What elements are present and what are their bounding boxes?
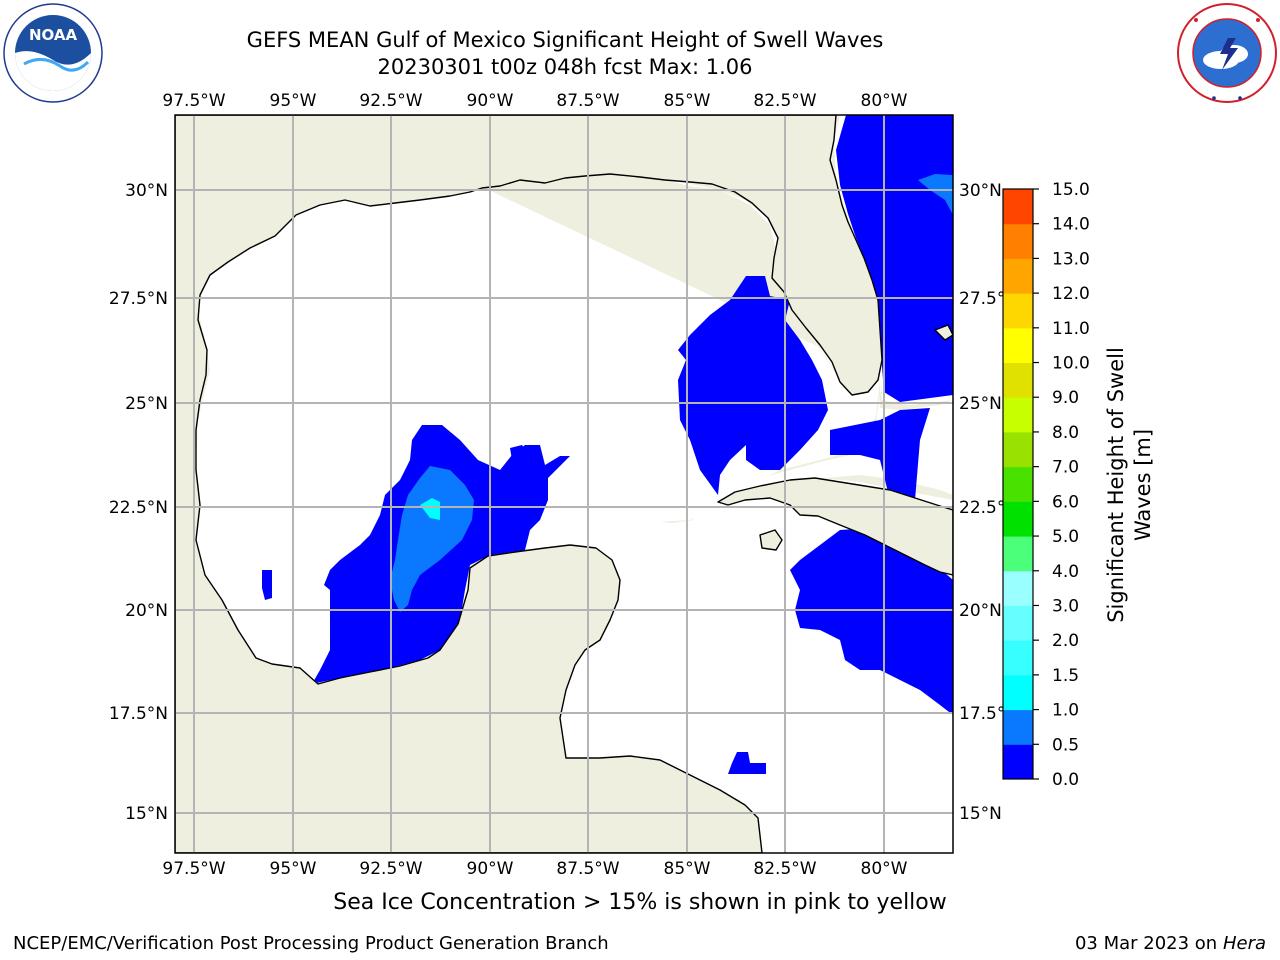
chart-subtitle: 20230301 t00z 048h fcst Max: 1.06 <box>377 55 753 79</box>
colorbar-cell <box>1003 536 1033 572</box>
nws-logo <box>1177 3 1277 103</box>
lon-label-bottom: 90°W <box>467 859 514 879</box>
lon-label-bottom: 95°W <box>270 859 317 879</box>
colorbar-cell <box>1003 501 1033 537</box>
swell-contour-0-0.5-caribbean <box>790 528 953 715</box>
lat-label-left: 17.5°N <box>109 704 168 724</box>
colorbar-cell <box>1003 223 1033 259</box>
swell-contour-1.0-1.5-campeche <box>420 498 440 520</box>
colorbar-frame <box>1002 188 1034 780</box>
swell-contour-0.5-1.0-atlantic <box>918 174 953 215</box>
colorbar-tick-label: 14.0 <box>1052 215 1090 235</box>
lat-label-right: 25°N <box>959 394 1002 414</box>
run-host: Hera <box>1222 933 1266 954</box>
colorbar-cell <box>1003 605 1033 641</box>
latitude-labels-left: 30°N 27.5°N 25°N 22.5°N 20°N 17.5°N 15°N <box>109 181 168 824</box>
lon-label-top: 97.5°W <box>162 91 225 111</box>
lon-label-bottom: 85°W <box>664 859 711 879</box>
colorbar-cell <box>1003 570 1033 606</box>
lon-label-top: 85°W <box>664 91 711 111</box>
chart-title: GEFS MEAN Gulf of Mexico Significant Hei… <box>246 28 884 52</box>
lon-label-bottom: 82.5°W <box>753 859 816 879</box>
lon-label-top: 87.5°W <box>556 91 619 111</box>
colorbar-tick-label: 5.0 <box>1052 527 1079 547</box>
lon-label-bottom: 97.5°W <box>162 859 225 879</box>
colorbar-tick-label: 4.0 <box>1052 562 1079 582</box>
lat-label-left: 25°N <box>125 394 168 414</box>
colorbar-cell <box>1003 709 1033 745</box>
lat-label-left: 30°N <box>125 181 168 201</box>
lon-label-top: 95°W <box>270 91 317 111</box>
noaa-logo-text: NOAA <box>29 26 78 44</box>
sea-ice-note: Sea Ice Concentration > 15% is shown in … <box>333 890 947 915</box>
graticule <box>175 115 953 853</box>
colorbar-cell <box>1003 189 1033 225</box>
colorbar-title-line2: Waves [m] <box>1131 429 1155 541</box>
lon-label-bottom: 87.5°W <box>556 859 619 879</box>
lon-label-top: 80°W <box>861 91 908 111</box>
lon-label-top: 82.5°W <box>753 91 816 111</box>
colorbar-tick-label: 7.0 <box>1052 458 1079 478</box>
colorbar-cell <box>1003 362 1033 398</box>
lon-label-bottom: 80°W <box>861 859 908 879</box>
colorbar-tick-label: 15.0 <box>1052 180 1090 200</box>
colorbar-tick-label: 9.0 <box>1052 388 1079 408</box>
run-date-credit: 03 Mar 2023 on Hera <box>1075 933 1266 954</box>
swell-contour-0-0.5-small1 <box>510 445 530 466</box>
colorbar-cell <box>1003 431 1033 468</box>
colorbar-cell <box>1003 640 1033 676</box>
colorbar-cell <box>1003 397 1033 433</box>
longitude-labels-top: 97.5°W 95°W 92.5°W 90°W 87.5°W 85°W 82.5°W 80°W <box>162 91 907 111</box>
swell-contour-0.5-1.0-campeche <box>390 466 474 612</box>
lat-label-left: 15°N <box>125 804 168 824</box>
producer-credit: NCEP/EMC/Verification Post Processing Pr… <box>13 933 609 954</box>
colorbar: 0.0 0.5 1.0 1.5 2.0 3.0 4.0 5.0 6.0 7.0 8.0 9.0 10.0… <box>1002 180 1155 790</box>
colorbar-cell <box>1003 674 1033 711</box>
colorbar-tick-label: 10.0 <box>1052 354 1090 374</box>
colorbar-title-line1: Significant Height of Swell <box>1104 347 1128 623</box>
lat-label-right: 20°N <box>959 601 1002 621</box>
noaa-logo: NOAA <box>3 3 103 103</box>
colorbar-tick-label: 1.5 <box>1052 666 1079 686</box>
colorbar-tick-label: 0.0 <box>1052 770 1079 790</box>
swell-height-fill <box>175 115 953 853</box>
swell-contour-0-0.5-eastern-gulf <box>678 276 828 495</box>
colorbar-tick-label: 0.5 <box>1052 735 1079 755</box>
colorbar-tick-label: 6.0 <box>1052 492 1079 512</box>
bahamas-island1 <box>934 324 953 341</box>
colorbar-tick-label: 8.0 <box>1052 423 1079 443</box>
colorbar-tick-label: 1.0 <box>1052 701 1079 721</box>
colorbar-cell <box>1003 466 1033 502</box>
map-area <box>175 115 953 853</box>
swell-contour-0-0.5-atlantic <box>836 115 953 402</box>
colorbar-cell <box>1003 293 1033 329</box>
colorbar-cell <box>1003 744 1033 780</box>
swell-contour-0-0.5-small2 <box>262 570 272 600</box>
colorbar-tick-label: 12.0 <box>1052 284 1090 304</box>
colorbar-ticks: 0.0 0.5 1.0 1.5 2.0 3.0 4.0 5.0 6.0 7.0 8.0 9.0 10.0… <box>1033 180 1090 790</box>
swell-contour-0-0.5-small3 <box>728 752 766 774</box>
colorbar-cell <box>1003 258 1033 294</box>
lat-label-left: 20°N <box>125 601 168 621</box>
colorbar-cells <box>1003 189 1033 780</box>
run-date: 03 Mar 2023 on <box>1074 933 1218 954</box>
swell-contour-0-0.5-keys <box>830 408 930 500</box>
colorbar-tick-label: 2.0 <box>1052 631 1079 651</box>
map-frame <box>174 114 954 854</box>
lat-label-left: 27.5°N <box>109 289 168 309</box>
lon-label-top: 90°W <box>467 91 514 111</box>
lat-label-left: 22.5°N <box>109 498 168 518</box>
colorbar-cell <box>1003 327 1033 364</box>
colorbar-tick-label: 3.0 <box>1052 596 1079 616</box>
colorbar-tick-label: 13.0 <box>1052 249 1090 269</box>
longitude-labels-bottom: 97.5°W 95°W 92.5°W 90°W 87.5°W 85°W 82.5°W 80°W <box>162 859 907 879</box>
colorbar-tick-label: 11.0 <box>1052 319 1090 339</box>
lon-label-top: 92.5°W <box>359 91 422 111</box>
cuba <box>717 477 953 576</box>
lat-label-right: 30°N <box>959 181 1002 201</box>
lon-label-bottom: 92.5°W <box>359 859 422 879</box>
isla-de-la-juventud <box>759 529 783 551</box>
lat-label-right: 15°N <box>959 804 1002 824</box>
